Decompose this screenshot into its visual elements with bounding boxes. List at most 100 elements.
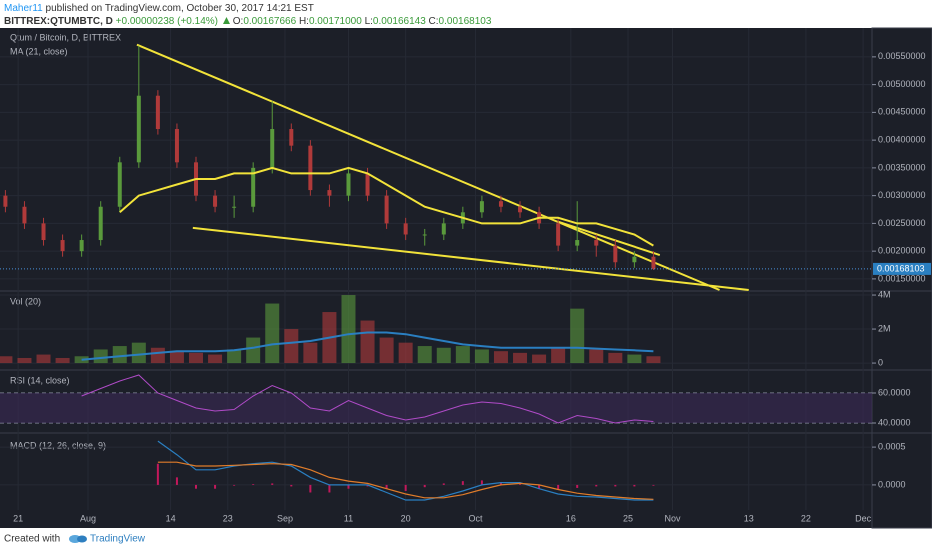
- rsi-line: [81, 374, 654, 424]
- volume-bar: [303, 342, 318, 364]
- volume-bar: [608, 352, 623, 364]
- macd-histogram-bar: [290, 484, 293, 487]
- up-arrow: [222, 17, 230, 24]
- macd-histogram-bar: [309, 484, 312, 493]
- y-tick-label: 0.00550000: [878, 51, 926, 61]
- y-tick-label: 0.00150000: [878, 273, 926, 283]
- macd-histogram-bar: [156, 463, 159, 485]
- volume-bar: [246, 337, 261, 364]
- macd-histogram-bar: [328, 484, 331, 493]
- x-tick-label: 13: [744, 513, 754, 523]
- y-tick-label: 0.00400000: [878, 135, 926, 145]
- volume-bar: [474, 349, 489, 364]
- volume-bar: [417, 346, 432, 364]
- volume-bar: [436, 347, 451, 364]
- pane-title: MACD (12, 26, close, 9): [10, 440, 106, 450]
- candle-body: [270, 129, 275, 168]
- x-tick-label: 14: [166, 513, 176, 523]
- candle-body: [613, 245, 618, 263]
- pane-title: RSI (14, close): [10, 375, 70, 385]
- macd-histogram-bar: [480, 480, 483, 485]
- candle-body: [232, 206, 237, 208]
- trendline: [557, 220, 661, 256]
- candle-body: [422, 234, 427, 236]
- volume-bar: [379, 337, 394, 364]
- pane-title: Vol (20): [10, 296, 41, 306]
- candle-body: [308, 145, 313, 191]
- candle-body: [41, 223, 46, 241]
- candle-body: [498, 201, 503, 207]
- y-tick-label: 0.00450000: [878, 107, 926, 117]
- change: +0.00000238 (+0.14%): [113, 16, 218, 27]
- indicator-title: MA (21, close): [10, 46, 68, 56]
- price-axis-bg: [871, 27, 932, 529]
- macd-histogram-bar: [461, 481, 464, 485]
- candle-body: [479, 201, 484, 213]
- volume-bar: [589, 349, 604, 364]
- volume-ma-line: [81, 331, 654, 361]
- volume-bar: [265, 303, 280, 364]
- trendline: [192, 226, 749, 291]
- publish-line: Maher11 published on TradingView.com, Oc…: [4, 3, 314, 14]
- macd-histogram-bar: [595, 484, 598, 487]
- macd-histogram-bar: [614, 484, 617, 487]
- macd-histogram-bar: [442, 483, 445, 485]
- candle-body: [155, 95, 160, 130]
- candle-body: [3, 195, 8, 207]
- volume-bar: [627, 354, 642, 364]
- footer-brand[interactable]: TradingView: [90, 534, 146, 545]
- macd-histogram-bar: [633, 484, 636, 487]
- macd-histogram-bar: [233, 484, 236, 486]
- ma-line: [119, 166, 654, 247]
- candle-body: [346, 173, 351, 196]
- candle-body: [403, 223, 408, 235]
- x-tick-label: 11: [344, 513, 353, 523]
- last-price-tag: [873, 262, 931, 275]
- volume-bar: [112, 346, 127, 364]
- macd-histogram-bar: [271, 483, 274, 485]
- y-tick-label: 0.00500000: [878, 79, 926, 89]
- signal-line: [157, 461, 654, 500]
- volume-bar: [93, 349, 108, 364]
- candle-body: [213, 195, 218, 207]
- volume-bar: [169, 351, 184, 364]
- y-tick-label: 0.00250000: [878, 218, 926, 228]
- last-price-label: 0.00168103: [877, 263, 925, 273]
- candle-body: [632, 256, 637, 263]
- candle-body: [518, 206, 523, 213]
- macd-histogram-bar: [347, 484, 350, 489]
- macd-histogram-bar: [195, 484, 198, 489]
- x-tick-label: 22: [801, 513, 811, 523]
- x-tick-label: Dec: [855, 513, 872, 523]
- y-tick-label: 0.00300000: [878, 190, 926, 200]
- close: 0.00168103: [439, 16, 492, 27]
- x-tick-label: 16: [566, 513, 576, 523]
- candle-body: [98, 206, 103, 241]
- y-tick-label: 0: [878, 357, 883, 367]
- pane-title: Qtum / Bitcoin, D, BITTREX: [10, 32, 121, 42]
- macd-histogram-bar: [576, 484, 579, 488]
- macd-histogram-bar: [214, 484, 217, 489]
- candle-body: [441, 223, 446, 235]
- volume-bar: [284, 329, 299, 364]
- low: 0.00166143: [373, 16, 426, 27]
- volume-bar: [55, 357, 70, 364]
- quote-line: BITTREX:QTUMBTC, D +0.00000238 (+0.14%) …: [4, 16, 492, 27]
- symbol: BITTREX:QTUMBTC, D: [4, 16, 113, 27]
- footer-logo: [69, 535, 87, 543]
- y-tick-label: 0.0005: [878, 441, 906, 451]
- x-tick-label: 23: [223, 513, 233, 523]
- author[interactable]: Maher11: [4, 3, 43, 14]
- rsi-band: [0, 393, 872, 423]
- macd-histogram-bar: [499, 482, 502, 485]
- x-tick-label: Oct: [469, 513, 484, 523]
- volume-bar: [360, 320, 375, 364]
- candle-body: [22, 206, 27, 224]
- macd-histogram-bar: [423, 484, 426, 488]
- candle-body: [117, 162, 122, 207]
- volume-bar: [398, 342, 413, 364]
- candle-body: [365, 173, 370, 196]
- y-tick-label: 0.00200000: [878, 246, 926, 256]
- high: 0.00171000: [309, 16, 362, 27]
